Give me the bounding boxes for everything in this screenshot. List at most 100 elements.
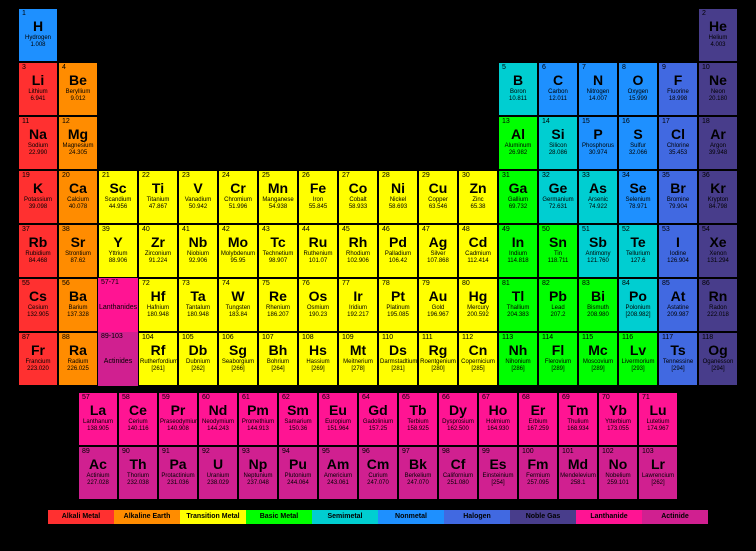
- symbol: Po: [620, 289, 656, 303]
- symbol: Ts: [660, 343, 696, 357]
- atomic-mass: 91.224: [140, 258, 176, 264]
- atomic-number: 113: [500, 334, 536, 341]
- atomic-mass: 131.294: [700, 258, 736, 264]
- atomic-number: 44: [300, 226, 336, 233]
- element-Re: 75ReRhenium186.207: [258, 278, 298, 332]
- element-name: Copper: [420, 197, 456, 203]
- legend-item: Halogen: [444, 510, 510, 524]
- symbol: Ra: [60, 343, 96, 357]
- element-name: Iodine: [660, 251, 696, 257]
- element-Yb: 70YbYtterbium173.055: [598, 392, 638, 446]
- periodic-table-fblock: 57LaLanthanum138.90558CeCerium140.11659P…: [78, 392, 678, 500]
- symbol: Ag: [420, 235, 456, 249]
- symbol: Tc: [260, 235, 296, 249]
- element-name: Germanium: [540, 197, 576, 203]
- symbol: O: [620, 73, 656, 87]
- symbol: Fm: [520, 457, 556, 471]
- symbol: Eu: [320, 403, 356, 417]
- element-name: Beryllium: [60, 89, 96, 95]
- element-name: Meitnerium: [340, 359, 376, 365]
- atomic-number: 90: [120, 448, 156, 455]
- atomic-mass: 157.25: [360, 426, 396, 432]
- atomic-mass: [293]: [620, 366, 656, 372]
- element-name: Oxygen: [620, 89, 656, 95]
- symbol: I: [660, 235, 696, 249]
- symbol: Ne: [700, 73, 736, 87]
- atomic-number: 102: [600, 448, 636, 455]
- atomic-number: 76: [300, 280, 336, 287]
- element-In: 49InIndium114.818: [498, 224, 538, 278]
- element-Os: 76OsOsmium190.23: [298, 278, 338, 332]
- element-name: Gallium: [500, 197, 536, 203]
- atomic-mass: 158.925: [400, 426, 436, 432]
- element-name: Hydrogen: [20, 35, 56, 41]
- atomic-mass: 58.933: [340, 204, 376, 210]
- element-Ir: 77IrIridium192.217: [338, 278, 378, 332]
- element-C: 6CCarbon12.011: [538, 62, 578, 116]
- symbol: Se: [620, 181, 656, 195]
- atomic-mass: 247.070: [400, 480, 436, 486]
- symbol: Am: [320, 457, 356, 471]
- atomic-number: 77: [340, 280, 376, 287]
- element-name: Cadmium: [460, 251, 496, 257]
- atomic-number: 4: [60, 64, 96, 71]
- element-Hf: 72HfHafnium180.948: [138, 278, 178, 332]
- atomic-number: 95: [320, 448, 356, 455]
- atomic-mass: 208.980: [580, 312, 616, 318]
- symbol: He: [700, 19, 736, 33]
- symbol: Cm: [360, 457, 396, 471]
- atomic-mass: 222.018: [700, 312, 736, 318]
- atomic-mass: 259.101: [600, 480, 636, 486]
- element-name: Magnesium: [60, 143, 96, 149]
- atomic-number: 48: [460, 226, 496, 233]
- element-name: Lithium: [20, 89, 56, 95]
- atomic-mass: 238.029: [200, 480, 236, 486]
- atomic-mass: 168.934: [560, 426, 596, 432]
- symbol: Co: [340, 181, 376, 195]
- element-name: Aluminum: [500, 143, 536, 149]
- element-name: Vanadium: [180, 197, 216, 203]
- atomic-mass: 258.1: [560, 480, 596, 486]
- symbol: Cu: [420, 181, 456, 195]
- atomic-number: 111: [420, 334, 456, 341]
- element-Y: 39YYttrium88.906: [98, 224, 138, 278]
- atomic-mass: 118.711: [540, 258, 576, 264]
- atomic-number: 7: [580, 64, 616, 71]
- symbol: Te: [620, 235, 656, 249]
- element-Fl: 114FlFlerovium[289]: [538, 332, 578, 386]
- symbol: Ga: [500, 181, 536, 195]
- atomic-mass: 20.180: [700, 96, 736, 102]
- legend-item: Transition Metal: [180, 510, 246, 524]
- atomic-mass: 121.760: [580, 258, 616, 264]
- element-Ru: 44RuRuthenium101.07: [298, 224, 338, 278]
- atomic-mass: 72.631: [540, 204, 576, 210]
- atomic-mass: 32.066: [620, 150, 656, 156]
- symbol: Ho: [480, 403, 516, 417]
- atomic-mass: 24.305: [60, 150, 96, 156]
- element-name: Rubidium: [20, 251, 56, 257]
- element-name: Technetium: [260, 251, 296, 257]
- atomic-number: 88: [60, 334, 96, 341]
- atomic-mass: 162.500: [440, 426, 476, 432]
- element-Tl: 81TlThallium204.383: [498, 278, 538, 332]
- element-Lv: 116LvLivermorium[293]: [618, 332, 658, 386]
- element-Po: 84PoPolonium[208.982]: [618, 278, 658, 332]
- atomic-mass: 107.868: [420, 258, 456, 264]
- element-name: Darmstadtium: [380, 359, 416, 365]
- element-name: Rhodium: [340, 251, 376, 257]
- element-Mn: 25MnManganese54.938: [258, 170, 298, 224]
- symbol: Mg: [60, 127, 96, 141]
- element-La: 57LaLanthanum138.905: [78, 392, 118, 446]
- symbol: Og: [700, 343, 736, 357]
- element-Pb: 82PbLead207.2: [538, 278, 578, 332]
- atomic-mass: [262]: [640, 480, 676, 486]
- atomic-mass: 78.971: [620, 204, 656, 210]
- atomic-number: 116: [620, 334, 656, 341]
- symbol: Yb: [600, 403, 636, 417]
- periodic-table-main: 1HHydrogen1.0082HeHelium4.0033LiLithium6…: [18, 8, 738, 388]
- element-name: Neon: [700, 89, 736, 95]
- atomic-number: 40: [140, 226, 176, 233]
- element-Rh: 45RhRhodium102.906: [338, 224, 378, 278]
- element-name: Iridium: [340, 305, 376, 311]
- atomic-mass: [280]: [420, 366, 456, 372]
